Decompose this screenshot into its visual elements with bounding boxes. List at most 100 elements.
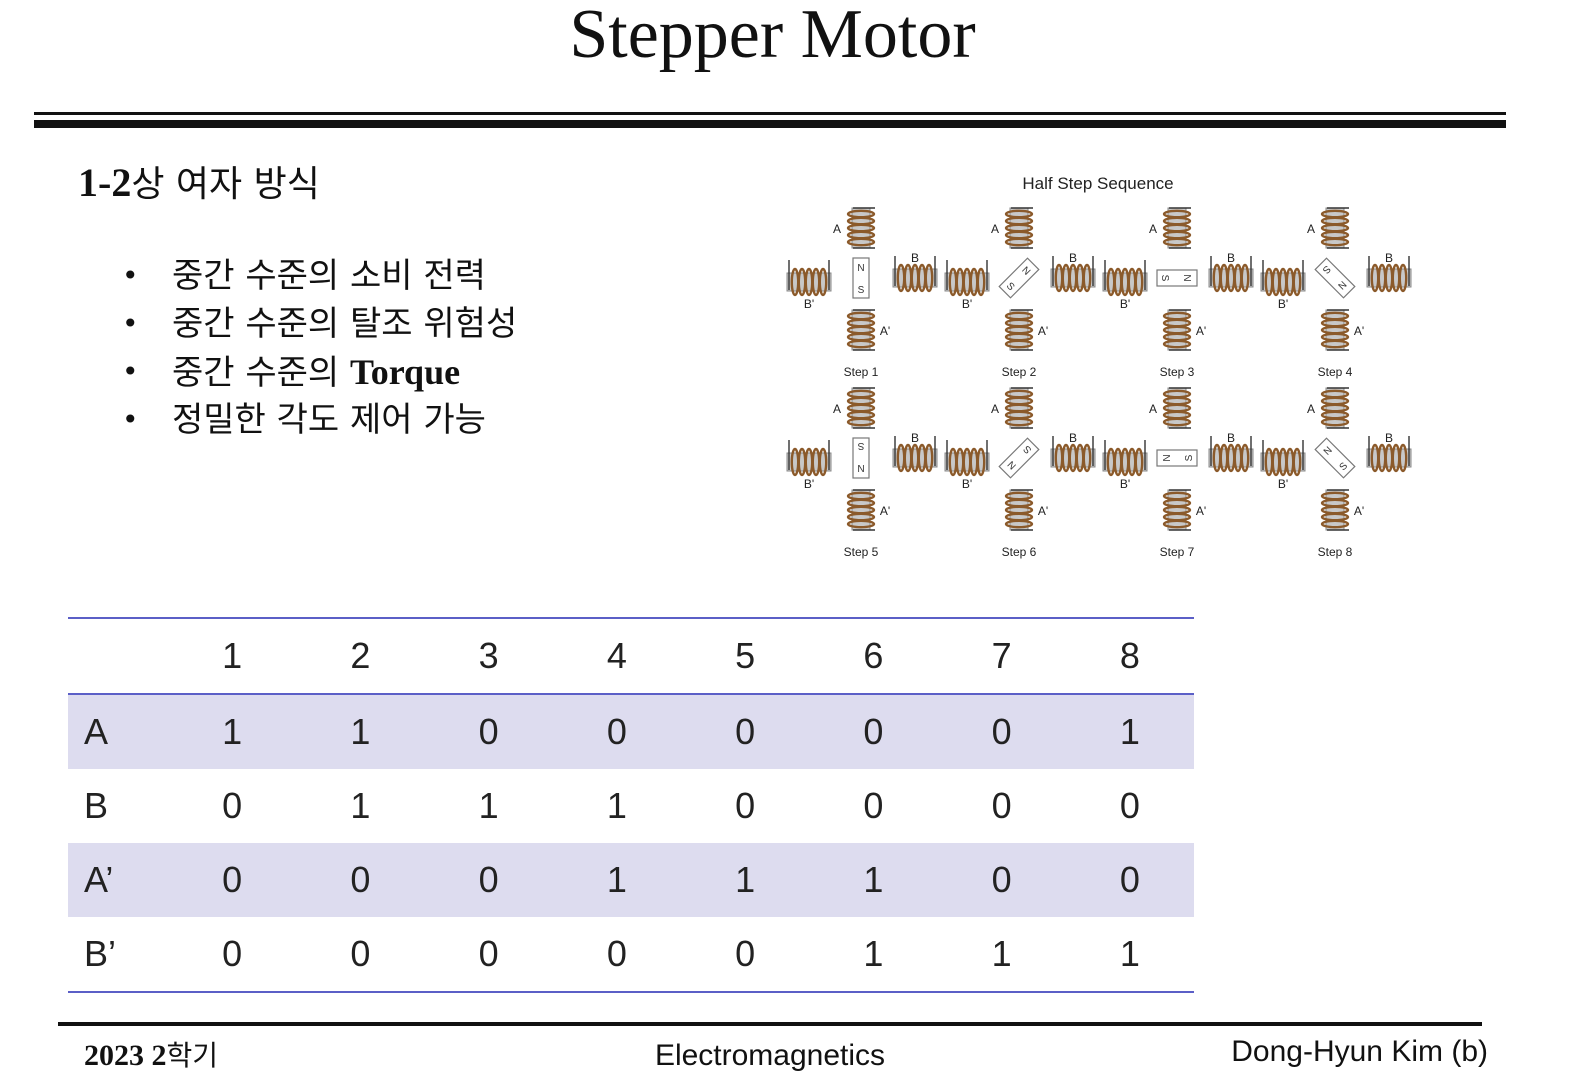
- table-cell: 0: [863, 785, 884, 826]
- coil-a: A: [833, 387, 876, 429]
- coil-winding: [1292, 447, 1302, 477]
- table-cell: 0: [478, 859, 499, 900]
- table-cell: 1: [735, 859, 756, 900]
- coil-winding: [1162, 417, 1192, 427]
- coil-label: A': [1196, 324, 1206, 338]
- rotor-body: [1314, 257, 1356, 299]
- coil-core: [944, 272, 990, 292]
- coil-core: [851, 207, 871, 249]
- row-label: A’: [84, 859, 114, 900]
- coil-winding: [846, 519, 876, 529]
- coil-winding: [846, 339, 876, 349]
- excitation-table-container: 1 2 3 4 5 6 7 8 A 1 1 0 0 0 0 0 1: [68, 617, 1194, 993]
- coil-core: [1366, 448, 1412, 468]
- table-cell: 1: [222, 711, 243, 752]
- coil-winding: [924, 263, 934, 293]
- coil-core: [1260, 452, 1306, 472]
- table-cell: 1: [991, 933, 1012, 974]
- coil-winding: [818, 267, 828, 297]
- footer-semester-label: 학기: [166, 1039, 219, 1072]
- footer-year: 2023 2: [84, 1039, 167, 1072]
- coil-a-prime: A': [1162, 309, 1206, 351]
- coil-label: B': [1278, 477, 1288, 491]
- coil-label: A': [1038, 504, 1048, 518]
- coil-a: A: [1307, 207, 1350, 249]
- table-cell: 1: [1119, 711, 1140, 752]
- coil-b-prime: B': [1102, 440, 1148, 491]
- rotor-magnet: NS: [1314, 257, 1356, 299]
- rotor-south-pole: S: [1184, 454, 1195, 461]
- coil-b: B: [1366, 431, 1412, 473]
- step-label: Step 3: [1160, 365, 1195, 379]
- table-row: B 0 1 1 1 0 0 0 0: [68, 769, 1194, 843]
- coil-core: [892, 268, 938, 288]
- coil-a-prime: A': [846, 489, 890, 531]
- coil-winding: [1162, 519, 1192, 529]
- coil-core: [1208, 268, 1254, 288]
- coil-winding: [846, 417, 876, 427]
- bullet-item: • 중간 수준의 소비 전력: [120, 252, 517, 300]
- coil-a: A: [991, 207, 1034, 249]
- coil-a: A: [1307, 387, 1350, 429]
- coil-label: B: [1385, 431, 1393, 445]
- table-cell: 1: [350, 785, 371, 826]
- stepper-step-diagram: A A' B' B NS Step 2: [944, 207, 1096, 379]
- coil-winding: [976, 267, 986, 297]
- table-cell: 0: [991, 785, 1012, 826]
- coil-b-prime: B': [944, 260, 990, 311]
- footer-divider: [58, 1022, 1482, 1026]
- table-cell: 0: [606, 933, 627, 974]
- coil-label: A: [1149, 402, 1157, 416]
- coil-core: [944, 452, 990, 472]
- bullet-item: • 중간 수준의 Torque: [120, 348, 517, 396]
- coil-label: A': [1354, 324, 1364, 338]
- bullet-text: 중간 수준의 탈조 위험성: [172, 304, 518, 344]
- coil-winding: [1162, 339, 1192, 349]
- rotor-magnet: NS: [852, 257, 870, 299]
- column-header: 4: [606, 635, 627, 676]
- coil-label: A: [833, 402, 841, 416]
- rotor-magnet: NS: [1314, 437, 1356, 479]
- rotor-north-pole: N: [1181, 274, 1192, 281]
- table-row: A 1 1 0 0 0 0 0 1: [68, 694, 1194, 769]
- table-cell: 0: [606, 711, 627, 752]
- column-header: 7: [991, 635, 1012, 676]
- table-cell: 0: [735, 711, 756, 752]
- coil-label: A': [880, 504, 890, 518]
- coil-winding: [1240, 263, 1250, 293]
- bullet-text-english: Torque: [350, 352, 461, 392]
- coil-core: [1009, 309, 1029, 351]
- step-label: Step 2: [1002, 365, 1037, 379]
- table-cell: 1: [478, 785, 499, 826]
- coil-b-prime: B': [786, 260, 832, 311]
- coil-b: B: [1208, 431, 1254, 473]
- coil-b-prime: B': [1260, 440, 1306, 491]
- coil-a-prime: A': [1004, 489, 1048, 531]
- coil-a: A: [991, 387, 1034, 429]
- coil-core: [1260, 272, 1306, 292]
- coil-b-prime: B': [786, 440, 832, 491]
- column-header: 3: [478, 635, 499, 676]
- table-cell: 1: [606, 859, 627, 900]
- coil-a: A: [1149, 387, 1192, 429]
- table-cell: 0: [350, 859, 371, 900]
- coil-label: A: [833, 222, 841, 236]
- table-cell: 1: [863, 933, 884, 974]
- title-divider-thick: [34, 120, 1506, 128]
- coil-label: A: [991, 222, 999, 236]
- rotor-north-pole: N: [1162, 454, 1173, 461]
- coil-label: A: [1307, 402, 1315, 416]
- coil-winding: [1082, 443, 1092, 473]
- coil-label: B': [1120, 477, 1130, 491]
- slide-title: Stepper Motor: [569, 0, 976, 73]
- bullet-item: • 중간 수준의 탈조 위험성: [120, 300, 517, 348]
- excitation-table: 1 2 3 4 5 6 7 8 A 1 1 0 0 0 0 0 1: [68, 617, 1194, 993]
- coil-core: [1325, 309, 1345, 351]
- rotor-north-pole: N: [857, 462, 864, 473]
- coil-core: [892, 448, 938, 468]
- rotor-magnet: NS: [1156, 269, 1198, 287]
- stepper-step-diagram: A A' B' B NS Step 6: [944, 387, 1096, 559]
- table-cell: 0: [991, 711, 1012, 752]
- coil-winding: [976, 447, 986, 477]
- coil-core: [1366, 268, 1412, 288]
